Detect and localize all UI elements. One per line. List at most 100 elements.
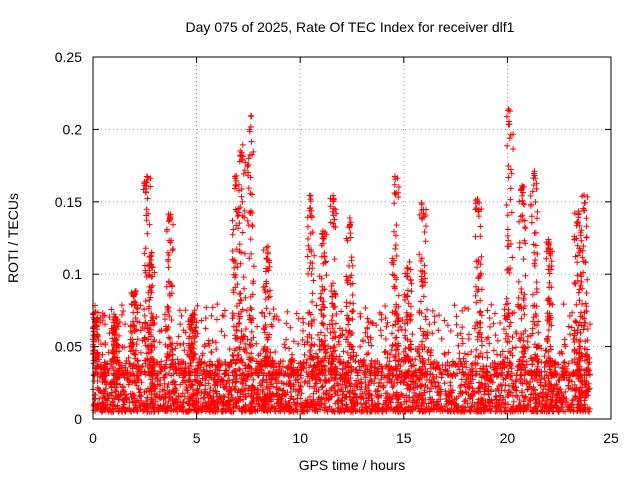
data-point [505,174,512,181]
x-tick-label: 5 [193,430,201,446]
data-point [210,387,217,394]
data-point [519,380,526,387]
data-point [406,394,413,401]
data-point [232,383,239,390]
data-point [181,393,188,400]
data-point [307,212,314,219]
data-point [226,388,233,395]
data-point [357,396,364,403]
data-point [117,381,124,388]
data-point [326,387,333,394]
data-point [305,235,312,242]
data-point [270,306,277,313]
data-point [380,382,387,389]
data-point [141,407,148,414]
data-point [448,389,455,396]
data-point [475,213,482,220]
data-point [441,380,448,387]
data-point [188,395,195,402]
data-point [390,383,397,390]
data-point [254,323,261,330]
data-point [202,388,209,395]
data-point [494,402,501,409]
data-point [529,375,536,382]
data-point [271,405,278,412]
data-point [132,315,139,322]
data-point [504,226,511,233]
data-point [353,383,360,390]
data-point [562,398,569,405]
data-point [506,135,513,142]
data-point [424,384,431,391]
data-point [517,379,524,386]
data-point [139,400,146,407]
data-point [162,361,169,368]
data-point [179,390,186,397]
data-point [534,215,541,222]
data-point [469,399,476,406]
data-point [239,380,246,387]
data-point [541,398,548,405]
data-point [272,376,279,383]
data-point [478,253,485,260]
data-point [509,254,516,261]
data-point [183,386,190,393]
data-point [374,387,381,394]
data-point [527,379,534,386]
data-point [280,380,287,387]
data-point [404,287,411,294]
data-point [247,236,254,243]
data-point [216,357,223,364]
data-point [177,381,184,388]
data-point [418,255,425,262]
data-point [164,258,171,265]
data-point [143,206,150,213]
data-point [581,323,588,330]
data-point [547,381,554,388]
data-point [132,402,139,409]
data-point [176,307,183,314]
data-point [91,396,98,402]
data-point [156,382,163,389]
data-point [136,393,143,400]
data-point [287,324,294,331]
data-point [118,311,125,318]
data-point [194,408,201,415]
data-point [248,328,255,335]
data-point [342,394,349,401]
data-point [565,323,572,330]
data-point [180,340,187,347]
data-point [443,390,450,397]
data-point [177,399,184,406]
data-point [202,382,209,389]
data-point [426,388,433,395]
data-point [410,384,417,391]
data-point [550,408,557,415]
data-point [306,393,313,400]
data-point [504,142,511,149]
data-point [121,391,128,398]
data-point [393,334,400,341]
data-point [284,308,291,315]
data-point [561,336,568,343]
data-point [402,327,409,334]
data-point [464,400,471,407]
data-point [384,403,391,410]
data-point [549,301,556,308]
data-point [101,359,108,366]
data-point [443,400,450,407]
data-point [559,401,566,408]
data-point [139,363,146,370]
data-point [388,330,395,337]
data-point [529,303,536,310]
data-point [174,408,181,415]
data-point [187,377,194,384]
data-point [222,383,229,390]
data-point [335,380,342,387]
data-point [270,383,277,390]
data-point [177,341,184,348]
data-point [288,393,295,400]
data-point [348,257,355,264]
y-axis-label: ROTI / TECUs [5,193,21,283]
data-point [390,261,397,268]
